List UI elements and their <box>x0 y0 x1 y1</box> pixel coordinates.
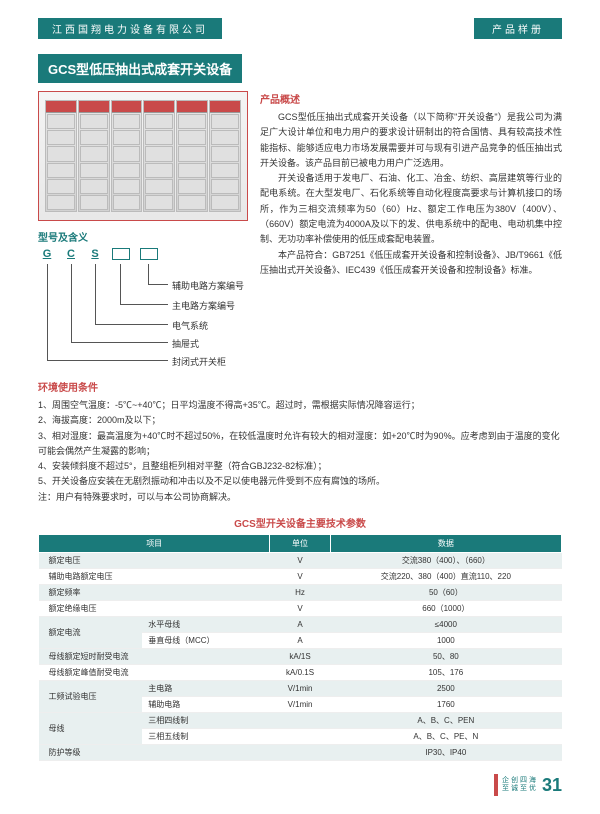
bracket-box <box>112 248 130 260</box>
footer-red-bar <box>494 774 498 796</box>
top-bar: 江西国翔电力设备有限公司 产品样册 <box>0 0 600 49</box>
cell-data: 交流220、380（400）直流110、220 <box>330 569 561 585</box>
params-table: 项目 单位 数据 额定电压V交流380（400）、（660）辅助电路额定电压V交… <box>38 534 562 761</box>
table-title: GCS型开关设备主要技术参数 <box>38 515 562 530</box>
table-row: 额定电压V交流380（400）、（660） <box>39 553 562 569</box>
table-row: 母线额定短时耐受电流kA/1S50、80 <box>39 649 562 665</box>
cell-label: 额定频率 <box>39 585 270 601</box>
letter-s: S <box>88 248 102 260</box>
model-meaning-label: 型号及含义 <box>38 229 248 244</box>
cell-unit: V/1min <box>270 681 330 697</box>
cell-data: A、B、C、PEN <box>330 713 561 729</box>
letter-c: C <box>64 248 78 260</box>
main-title: GCS型低压抽出式成套开关设备 <box>38 54 242 83</box>
env-title: 环境使用条件 <box>38 379 562 394</box>
cell-sublabel: 三相四线制 <box>142 713 270 729</box>
cell-data: 660（1000） <box>330 601 561 617</box>
table-row: 工频试验电压主电路V/1min2500 <box>39 681 562 697</box>
bracket-diagram: 辅助电路方案编号 主电路方案编号 电气系统 抽屉式 封闭式开关柜 <box>40 264 248 369</box>
bracket-box <box>140 248 158 260</box>
th-data: 数据 <box>330 535 561 553</box>
cell-sublabel: 三相五线制 <box>142 729 270 745</box>
env-item: 2、海拔高度：2000m及以下； <box>38 413 562 428</box>
model-letters: G C S <box>40 248 248 260</box>
slogan-line2: 至诚至优 <box>502 785 538 793</box>
cell-unit: kA/1S <box>270 649 330 665</box>
table-row: 额定绝缘电压V660（1000） <box>39 601 562 617</box>
company-name: 江西国翔电力设备有限公司 <box>38 18 222 39</box>
cell-unit: V <box>270 601 330 617</box>
cell-label: 母线额定短时耐受电流 <box>39 649 270 665</box>
cell-data: 105、176 <box>330 665 561 681</box>
env-item: 注：用户有特殊要求时，可以与本公司协商解决。 <box>38 490 562 505</box>
two-column-layout: 型号及含义 G C S 辅助电路方案编号 主电路方案编号 电气系统 <box>38 91 562 369</box>
bracket-2: 主电路方案编号 <box>172 299 235 312</box>
env-item: 4、安装倾斜度不超过5°，且整组柜列相对平整（符合GBJ232-82标准）； <box>38 459 562 474</box>
left-column: 型号及含义 G C S 辅助电路方案编号 主电路方案编号 电气系统 <box>38 91 248 369</box>
table-row: 母线三相四线制A、B、C、PEN <box>39 713 562 729</box>
cell-label: 母线额定峰值耐受电流 <box>39 665 270 681</box>
cell-unit: V <box>270 553 330 569</box>
cell-data: 1760 <box>330 697 561 713</box>
cell-sublabel: 水平母线 <box>142 617 270 633</box>
table-row: 额定频率Hz50（60） <box>39 585 562 601</box>
cell-label: 防护等级 <box>39 745 270 761</box>
right-column: 产品概述 GCS型低压抽出式成套开关设备（以下简称"开关设备"）是我公司为满足广… <box>260 91 562 369</box>
cell-label: 额定电压 <box>39 553 270 569</box>
cell-label: 额定绝缘电压 <box>39 601 270 617</box>
cell-data: A、B、C、PE、N <box>330 729 561 745</box>
overview-text: GCS型低压抽出式成套开关设备（以下简称"开关设备"）是我公司为满足广大设计单位… <box>260 110 562 278</box>
environment-section: 环境使用条件 1、周围空气温度：-5℃~+40℃；日平均温度不得高+35℃。超过… <box>38 379 562 505</box>
cell-sublabel: 垂直母线（MCC） <box>142 633 270 649</box>
slogan-line1: 企创四海 <box>502 777 538 785</box>
bracket-5: 封闭式开关柜 <box>172 355 226 368</box>
cell-unit: V <box>270 569 330 585</box>
catalog-label: 产品样册 <box>474 18 562 39</box>
table-row: 母线额定峰值耐受电流kA/0.1S105、176 <box>39 665 562 681</box>
env-list: 1、周围空气温度：-5℃~+40℃；日平均温度不得高+35℃。超过时，需根据实际… <box>38 398 562 505</box>
cell-data: 2500 <box>330 681 561 697</box>
overview-p2: 开关设备适用于发电厂、石油、化工、冶金、纺织、高层建筑等行业的配电系统。在大型发… <box>260 171 562 247</box>
bracket-1: 辅助电路方案编号 <box>172 279 244 292</box>
cell-unit <box>270 713 330 729</box>
cell-unit: A <box>270 617 330 633</box>
cell-unit: kA/0.1S <box>270 665 330 681</box>
page-content: GCS型低压抽出式成套开关设备 型号及含义 G C S <box>0 49 600 761</box>
cell-data: IP30、IP40 <box>330 745 561 761</box>
cell-data: 50（60） <box>330 585 561 601</box>
cell-label: 工频试验电压 <box>39 681 143 713</box>
th-item: 项目 <box>39 535 270 553</box>
page-number: 31 <box>542 775 562 796</box>
cell-sublabel: 主电路 <box>142 681 270 697</box>
env-item: 1、周围空气温度：-5℃~+40℃；日平均温度不得高+35℃。超过时，需根据实际… <box>38 398 562 413</box>
cell-label: 辅助电路额定电压 <box>39 569 270 585</box>
cell-unit <box>270 729 330 745</box>
cell-unit: Hz <box>270 585 330 601</box>
env-item: 5、开关设备应安装在无剧烈振动和冲击以及不足以使电器元件受到不应有腐蚀的场所。 <box>38 474 562 489</box>
cell-unit: V/1min <box>270 697 330 713</box>
cell-data: ≤4000 <box>330 617 561 633</box>
bracket-4: 抽屉式 <box>172 337 199 350</box>
letter-g: G <box>40 248 54 260</box>
overview-p3: 本产品符合：GB7251《低压成套开关设备和控制设备》、JB/T9661《低压抽… <box>260 248 562 279</box>
page-footer: 企创四海 至诚至优 31 <box>494 774 562 796</box>
cell-unit <box>270 745 330 761</box>
cell-label: 母线 <box>39 713 143 745</box>
table-row: 额定电流水平母线A≤4000 <box>39 617 562 633</box>
env-item: 3、相对湿度：最高温度为+40℃时不超过50%，在较低温度时允许有较大的相对湿度… <box>38 429 562 460</box>
footer-slogan: 企创四海 至诚至优 <box>502 777 538 794</box>
table-row: 防护等级 IP30、IP40 <box>39 745 562 761</box>
bracket-3: 电气系统 <box>172 319 208 332</box>
cell-label: 额定电流 <box>39 617 143 649</box>
cell-sublabel: 辅助电路 <box>142 697 270 713</box>
cell-data: 1000 <box>330 633 561 649</box>
overview-p1: GCS型低压抽出式成套开关设备（以下简称"开关设备"）是我公司为满足广大设计单位… <box>260 110 562 171</box>
th-unit: 单位 <box>270 535 330 553</box>
product-photo <box>38 91 248 221</box>
table-row: 辅助电路额定电压V交流220、380（400）直流110、220 <box>39 569 562 585</box>
cell-unit: A <box>270 633 330 649</box>
overview-title: 产品概述 <box>260 91 562 106</box>
cell-data: 50、80 <box>330 649 561 665</box>
cell-data: 交流380（400）、（660） <box>330 553 561 569</box>
